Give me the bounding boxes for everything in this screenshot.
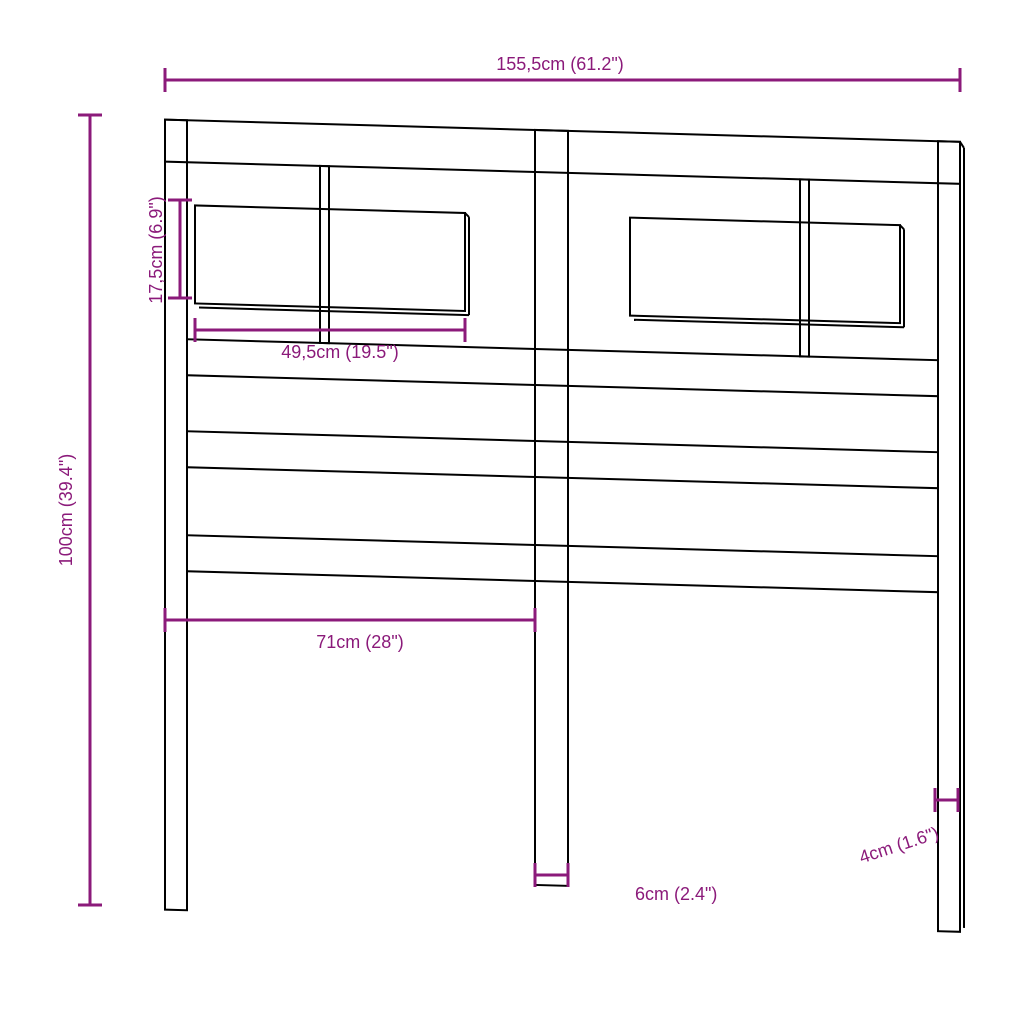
dim-label-total_height: 100cm (39.4") xyxy=(56,454,76,566)
dimension-annotations: 155,5cm (61.2") 100cm (39.4") 17,5cm (6.9"… xyxy=(56,54,960,905)
dim-label-outer_post_w: 4cm (1.6") xyxy=(857,823,942,867)
dim-label-panel_width: 49,5cm (19.5") xyxy=(281,342,398,362)
headboard-drawing xyxy=(165,120,964,932)
dim-label-center_post_w: 6cm (2.4") xyxy=(635,884,717,904)
dim-label-half_width: 71cm (28") xyxy=(316,632,403,652)
dim-label-panel_height: 17,5cm (6.9") xyxy=(146,196,166,303)
dim-label-total_width: 155,5cm (61.2") xyxy=(496,54,623,74)
